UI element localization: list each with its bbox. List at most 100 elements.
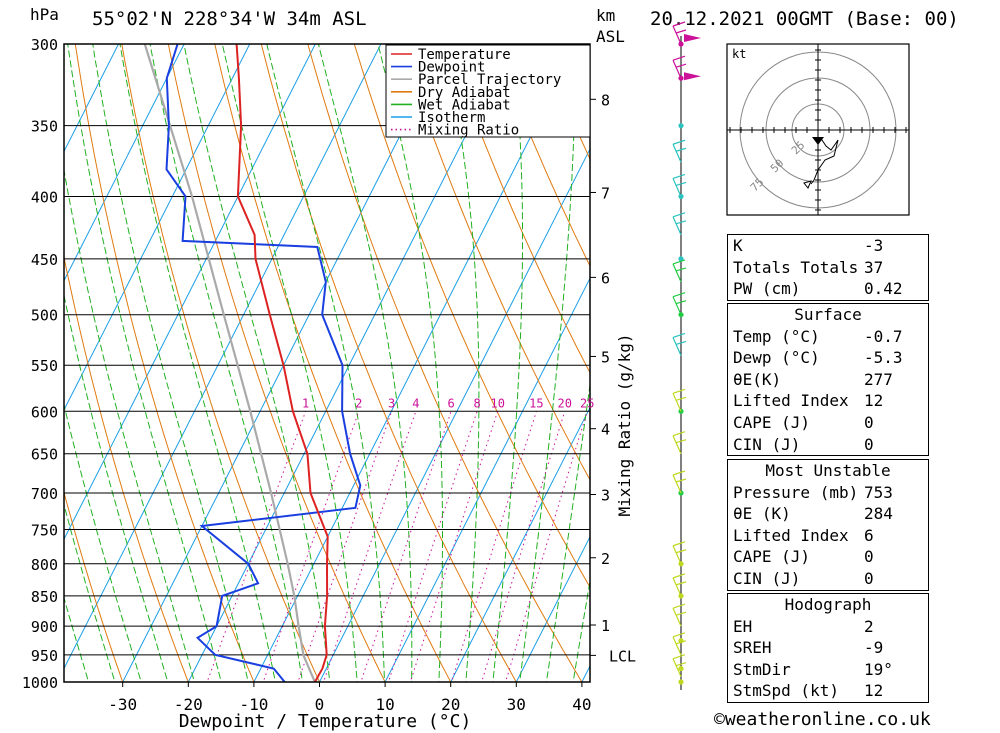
legend-label: Mixing Ratio: [418, 123, 519, 139]
wind-barb: [672, 332, 687, 356]
dry-adiabat-line: [64, 490, 124, 682]
dewpoint-line: [165, 44, 362, 682]
wind-dot: [678, 665, 684, 672]
wet-adiabat-line: [64, 596, 90, 682]
stat-row: SREH -9: [728, 637, 928, 659]
isotherm-line: [318, 147, 590, 682]
stat-value: 12: [864, 681, 884, 701]
wet-adiabat-line: [64, 167, 195, 682]
wind-barb-shaft: [672, 263, 682, 283]
hodograph-storm-marker: [812, 137, 824, 145]
wind-barb-flag: [672, 173, 686, 180]
mixing-ratio-line: [409, 411, 499, 682]
wind-barb-flag: [672, 259, 686, 265]
dry-adiabat-line: [64, 254, 189, 682]
temperature-line: [235, 44, 329, 682]
wind-dot: [678, 593, 684, 599]
wet-adiabat-line: [545, 381, 590, 682]
mixing-ratio-label: 3: [388, 396, 395, 410]
k-value: -3: [864, 236, 884, 255]
wind-barb-shaft: [672, 296, 682, 315]
stat-value: 0: [864, 434, 874, 454]
pressure-tick-label: 850: [31, 588, 58, 606]
wind-barb-shaft: [672, 25, 682, 45]
x-tick-label: -10: [239, 695, 268, 714]
pressure-tick-label: 450: [31, 251, 58, 269]
wet-adiabat-line: [221, 44, 358, 682]
wind-barb-flag: [675, 396, 687, 401]
height-tick-label: 1: [601, 617, 610, 635]
stat-label: Lifted Index: [733, 525, 849, 545]
mixing-ratio-line: [360, 411, 452, 682]
wet-adiabat-line: [119, 44, 276, 682]
pressure-tick-label: 650: [31, 446, 58, 464]
stat-value: -5.3: [864, 348, 903, 368]
x-tick-label: 0: [315, 695, 325, 714]
wind-barb: [672, 21, 687, 45]
legend-label: Dewpoint: [418, 60, 485, 76]
stat-value: 0: [864, 568, 874, 588]
mixing-ratio-label: 4: [412, 396, 419, 410]
wind-barb: [672, 55, 687, 79]
most-unstable-title: Most Unstable: [765, 461, 891, 480]
stat-row: CIN (J) 0: [728, 568, 928, 590]
wind-barb-flag: [672, 573, 686, 579]
mixing-ratio-line: [505, 411, 588, 682]
dry-adiabat-line: [121, 44, 321, 682]
x-axis-title: Dewpoint / Temperature (°C): [179, 711, 472, 732]
stat-label: Dewp (°C): [733, 348, 820, 368]
wind-barb: [672, 212, 687, 236]
stat-label: Temp (°C): [733, 326, 820, 346]
pressure-tick-label: 400: [31, 188, 58, 206]
wind-barb: [672, 292, 687, 315]
wet-adiabat-line: [67, 44, 222, 682]
wet-adiabat-line: [492, 44, 523, 682]
stat-value: -0.7: [864, 326, 903, 346]
dry-adiabat-line: [260, 44, 517, 682]
mixing-ratio-line: [481, 411, 566, 682]
wet-adiabat-line: [377, 44, 443, 682]
wind-barb-shaft: [672, 216, 682, 236]
mixing-ratio-line: [387, 411, 478, 682]
wind-dot: [678, 561, 684, 567]
mixing-ratio-line: [322, 411, 417, 682]
stat-value: 284: [864, 504, 893, 524]
mixing-ratio-line: [450, 411, 537, 682]
isotherm-line: [515, 535, 590, 682]
wind-barb-flag: [672, 212, 686, 218]
wind-barb-flag: [675, 340, 687, 346]
stat-row: Temp (°C) -0.7: [728, 326, 928, 348]
mixing-ratio-label: 20: [558, 396, 572, 410]
isotherm-line: [450, 406, 590, 682]
stat-row: Lifted Index 6: [728, 525, 928, 547]
isotherm-line: [384, 277, 590, 682]
wind-barb: [672, 431, 687, 454]
wind-barb-shaft: [672, 178, 682, 197]
dry-adiabat-line: [353, 44, 590, 589]
stat-label: EH: [733, 616, 753, 636]
wind-barb-flag: [672, 654, 686, 660]
wind-barb-flag: [675, 267, 687, 272]
height-tick-label: 6: [601, 269, 610, 287]
hodograph-title: Hodograph: [784, 595, 872, 614]
most-unstable-table: Most Unstable Pressure (mb) 753 θE (K) 284 L…: [727, 459, 929, 591]
stat-row: θE(K) 277: [728, 369, 928, 391]
x-tick-label: 10: [375, 695, 394, 714]
credit-text: ©weatheronline.co.uk: [714, 709, 931, 730]
wind-barb-flag: [672, 541, 686, 547]
pressure-tick-label: 500: [31, 307, 58, 325]
stat-row: CIN (J) 0: [728, 434, 928, 456]
asl-label: ASL: [596, 27, 625, 46]
stat-row: θE (K) 284: [728, 503, 928, 525]
wind-barb-shaft: [672, 607, 682, 627]
dry-adiabat-line: [493, 44, 590, 268]
wind-barb-flag: [675, 63, 687, 68]
isotherm-line: [64, 44, 120, 153]
hodograph-end-marker: [803, 180, 812, 189]
wind-barb-shaft: [672, 658, 682, 677]
surface-title: Surface: [794, 305, 862, 324]
legend-label: Parcel Trajectory: [418, 72, 561, 88]
wind-barb-flag: [672, 332, 686, 339]
wind-barb-shaft: [672, 435, 682, 454]
wind-barb-flag: [675, 478, 687, 483]
